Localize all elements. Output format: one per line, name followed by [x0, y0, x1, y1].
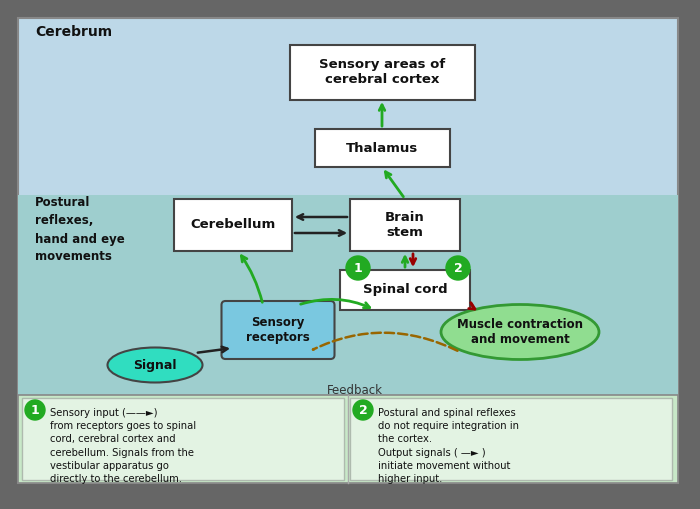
Text: Sensory areas of
cerebral cortex: Sensory areas of cerebral cortex [319, 58, 445, 86]
Circle shape [346, 256, 370, 280]
Ellipse shape [441, 304, 599, 359]
FancyBboxPatch shape [18, 18, 678, 483]
FancyBboxPatch shape [221, 301, 335, 359]
Text: Signal: Signal [133, 358, 176, 372]
FancyArrowPatch shape [313, 333, 458, 351]
Text: Postural and spinal reflexes
do not require integration in
the cortex.
Output si: Postural and spinal reflexes do not requ… [378, 408, 519, 484]
Circle shape [446, 256, 470, 280]
FancyBboxPatch shape [290, 44, 475, 99]
Text: Sensory
receptors: Sensory receptors [246, 316, 310, 344]
Text: Thalamus: Thalamus [346, 142, 418, 155]
Text: Brain
stem: Brain stem [385, 211, 425, 239]
Circle shape [25, 400, 45, 420]
Text: Cerebellum: Cerebellum [190, 218, 276, 232]
FancyBboxPatch shape [350, 199, 460, 251]
FancyBboxPatch shape [340, 270, 470, 310]
Ellipse shape [108, 348, 202, 382]
Text: 1: 1 [354, 262, 363, 274]
Text: 2: 2 [454, 262, 463, 274]
Text: Spinal cord: Spinal cord [363, 284, 447, 297]
Text: Feedback: Feedback [327, 383, 383, 397]
FancyBboxPatch shape [174, 199, 292, 251]
Circle shape [353, 400, 373, 420]
FancyBboxPatch shape [314, 129, 449, 167]
FancyBboxPatch shape [18, 395, 678, 483]
Text: 1: 1 [31, 404, 39, 416]
FancyBboxPatch shape [22, 398, 344, 480]
FancyBboxPatch shape [350, 398, 672, 480]
Text: Sensory input (——►)
from receptors goes to spinal
cord, cerebral cortex and
cere: Sensory input (——►) from receptors goes … [50, 408, 196, 484]
Text: Muscle contraction
and movement: Muscle contraction and movement [457, 318, 583, 346]
Text: Cerebrum: Cerebrum [35, 25, 112, 39]
Text: Postural
reflexes,
hand and eye
movements: Postural reflexes, hand and eye movement… [35, 196, 125, 264]
FancyBboxPatch shape [18, 195, 678, 405]
Text: 2: 2 [358, 404, 368, 416]
